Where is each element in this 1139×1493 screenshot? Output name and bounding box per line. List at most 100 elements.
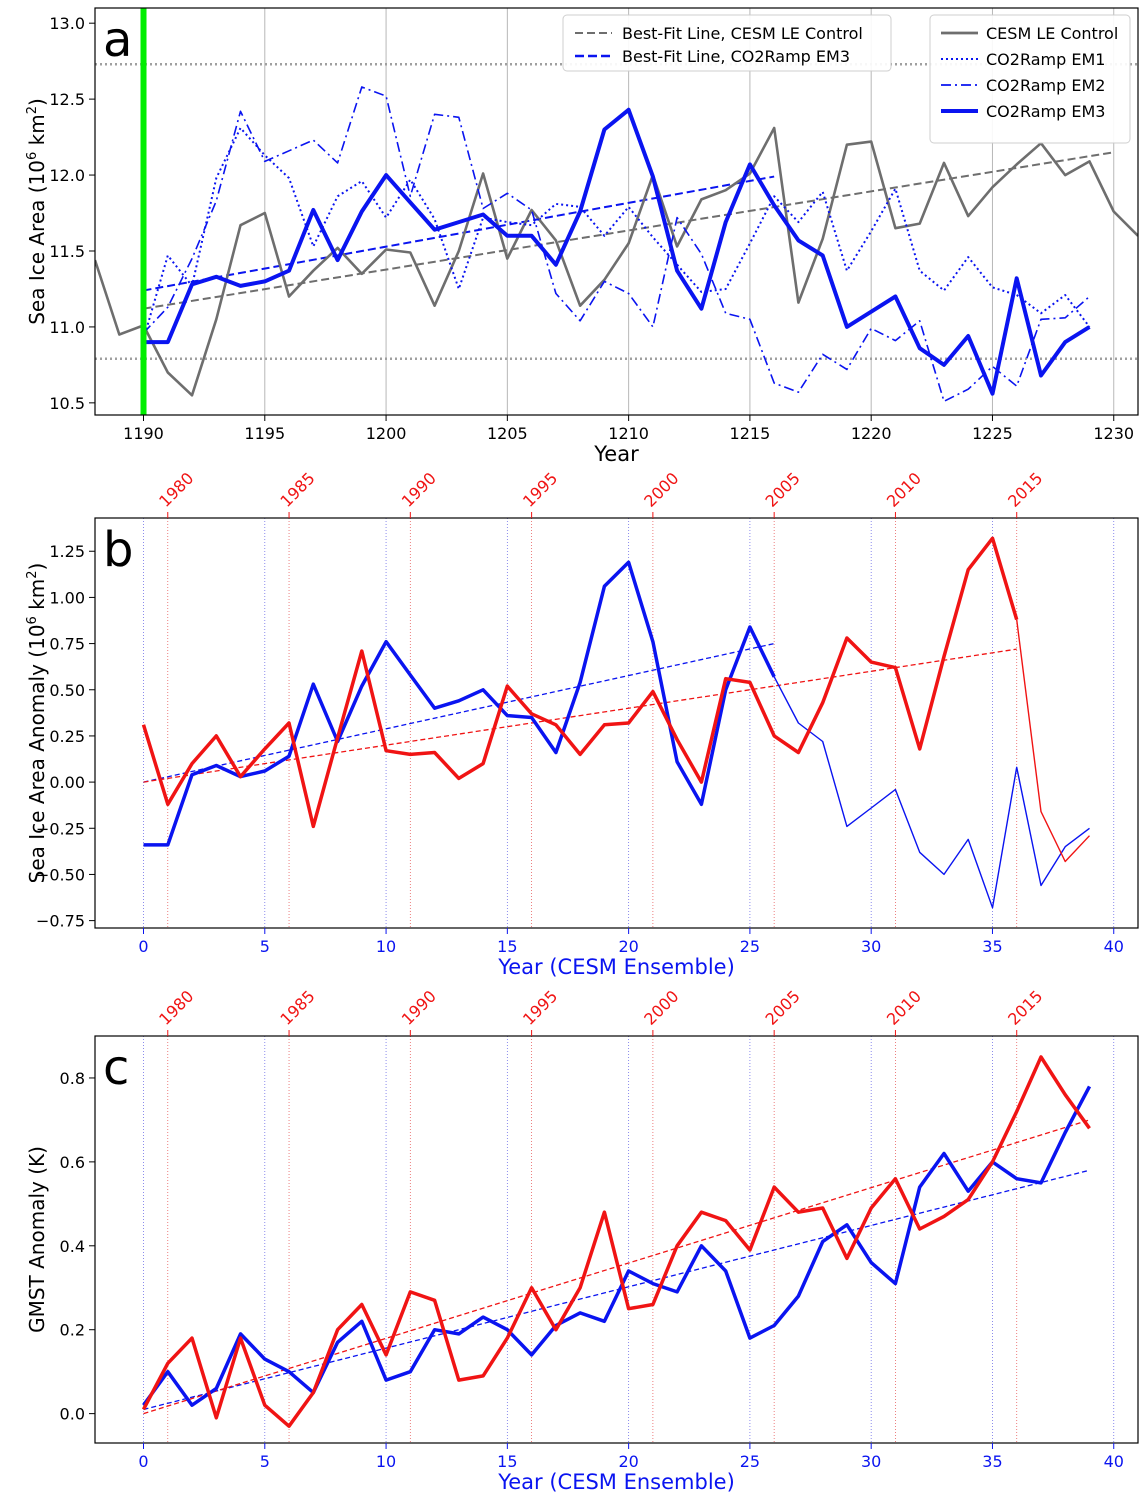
top-tick-label: 2015 (1004, 469, 1046, 511)
y-axis-label-ylabel-tail: km (25, 579, 49, 616)
y-tick-label: 1.25 (49, 542, 85, 561)
y-axis-label-ylabel: Sea Ice Area (10 (25, 160, 49, 325)
x-tick-label: 1230 (1093, 424, 1134, 443)
plot-area-a (95, 8, 1138, 415)
y-tick-label: 13.0 (49, 14, 85, 33)
series-line-thick (143, 107, 1091, 396)
top-tick-label: 1995 (519, 987, 561, 1029)
x-tick-label: 25 (740, 1452, 760, 1471)
y-axis-label-ylabel: GMST Anomaly (K) (25, 1146, 49, 1333)
series-line-ens (143, 560, 776, 847)
y-axis-label: GMST Anomaly (K) (25, 1146, 49, 1333)
x-tick-label: 15 (497, 1452, 517, 1471)
top-tick-label: 2000 (640, 469, 682, 511)
series-line-obs-thin (1016, 619, 1091, 863)
top-tick-label: 2015 (1004, 987, 1046, 1029)
y-axis-label-ylabel: Sea Ice Area Anomaly (10 (25, 624, 49, 883)
y-tick-label: 10.5 (49, 394, 85, 413)
x-tick-label: 0 (138, 1452, 148, 1471)
y-tick-label: 0.8 (60, 1069, 85, 1088)
y-tick-label: 0.2 (60, 1321, 85, 1340)
panel-b: 0 5 10 15 20 25 30 35 40 −0.75 −0.50 −0.25 0.00 0.25 0… (25, 469, 1139, 979)
x-tick-label: 0 (138, 937, 148, 956)
x-tick-label: 1220 (851, 424, 892, 443)
x-tick-label: 1215 (730, 424, 771, 443)
top-tick-label: 2005 (762, 987, 804, 1029)
panel-label: c (103, 1040, 129, 1096)
x-axis-label: Year (CESM Ensemble) (497, 955, 735, 979)
y-tick-label: 0.00 (49, 773, 85, 792)
top-tick-label: 2005 (762, 469, 804, 511)
top-tick-label: 1995 (519, 469, 561, 511)
x-tick-label: 1210 (608, 424, 649, 443)
series-line-dashdot (142, 86, 1091, 403)
x-tick-label: 40 (1104, 1452, 1124, 1471)
y-tick-label: −0.75 (36, 912, 85, 931)
y-tick-label: 0.75 (49, 635, 85, 654)
x-tick-label: 1200 (366, 424, 407, 443)
panel-label: b (103, 522, 133, 578)
y-axis-label-ylabel-sup: 6 (25, 616, 40, 624)
legend-box (929, 14, 1131, 144)
top-tick-label: 2010 (883, 987, 925, 1029)
x-tick-label: 35 (982, 937, 1002, 956)
plot-area-b (141, 518, 1115, 928)
series-line-obs (141, 1055, 1091, 1428)
y-axis-label-ylabel-sup2: 2 (25, 570, 40, 578)
x-axis-label: Year (CESM Ensemble) (497, 1470, 735, 1493)
y-tick-label: 12.5 (49, 90, 85, 109)
y-axis-label-ylabel-end: ) (25, 98, 49, 106)
y-tick-label: 0.4 (60, 1237, 85, 1256)
legend-box (562, 14, 892, 72)
trendline-ens (143, 642, 775, 783)
x-tick-label: 40 (1104, 937, 1124, 956)
trendline-ramp (143, 175, 775, 292)
plot-frame (94, 1035, 1139, 1444)
x-tick-label: 35 (982, 1452, 1002, 1471)
panel-c: 0 5 10 15 20 25 30 35 40 0.0 0.2 0.4 0.6 0.8 1980 1985 1… (25, 987, 1139, 1493)
top-tick-label: 1980 (155, 469, 197, 511)
plot-frame (94, 517, 1139, 929)
y-axis-label-ylabel-sup2: 2 (25, 106, 40, 114)
plot-frame (94, 7, 1139, 416)
x-tick-label: 5 (260, 1452, 270, 1471)
x-tick-label: 25 (740, 937, 760, 956)
legend-label: Best-Fit Line, CESM LE Control (622, 24, 863, 43)
x-tick-label: 30 (861, 1452, 881, 1471)
top-tick-label: 2010 (883, 469, 925, 511)
top-tick-label: 2000 (640, 987, 682, 1029)
legend-label: CESM LE Control (986, 24, 1118, 43)
top-tick-label: 1990 (398, 469, 440, 511)
x-tick-label: 15 (497, 937, 517, 956)
top-tick-label: 1990 (398, 987, 440, 1029)
x-tick-label: 1205 (487, 424, 528, 443)
legend-label: CO2Ramp EM3 (986, 102, 1105, 121)
x-tick-label: 10 (376, 937, 396, 956)
y-tick-label: 0.25 (49, 727, 85, 746)
series-line-obs (141, 536, 1019, 829)
plot-area-c (141, 1036, 1115, 1443)
y-tick-label: 12.0 (49, 166, 85, 185)
panel-a: 1190 1195 1200 1205 1210 1215 1220 1225 1230 10.5… (25, 7, 1139, 466)
x-tick-label: 1225 (972, 424, 1013, 443)
x-tick-label: 1190 (123, 424, 164, 443)
legend-label: Best-Fit Line, CO2Ramp EM3 (622, 47, 850, 66)
legend-series: CESM LE Control CO2Ramp EM1 CO2Ramp EM2 CO2… (929, 14, 1131, 144)
y-tick-label: −0.25 (36, 819, 85, 838)
x-tick-label: 30 (861, 937, 881, 956)
x-tick-label: 20 (618, 937, 638, 956)
y-tick-label: −0.50 (36, 865, 85, 884)
y-axis-label-ylabel-sup: 6 (25, 152, 40, 160)
y-axis-label: Sea Ice Area (106 km2) (25, 98, 49, 325)
top-tick-label: 1985 (276, 987, 318, 1029)
series-line-ens (142, 1085, 1092, 1407)
legend-label: CO2Ramp EM1 (986, 50, 1105, 69)
trendline-obs (143, 648, 1017, 783)
x-tick-label: 5 (260, 937, 270, 956)
trendline-ens (143, 1169, 1090, 1411)
x-axis-label: Year (593, 442, 639, 466)
panel-label: a (103, 12, 132, 68)
y-tick-label: 1.00 (49, 588, 85, 607)
y-axis-label-ylabel-tail: km (25, 114, 49, 151)
